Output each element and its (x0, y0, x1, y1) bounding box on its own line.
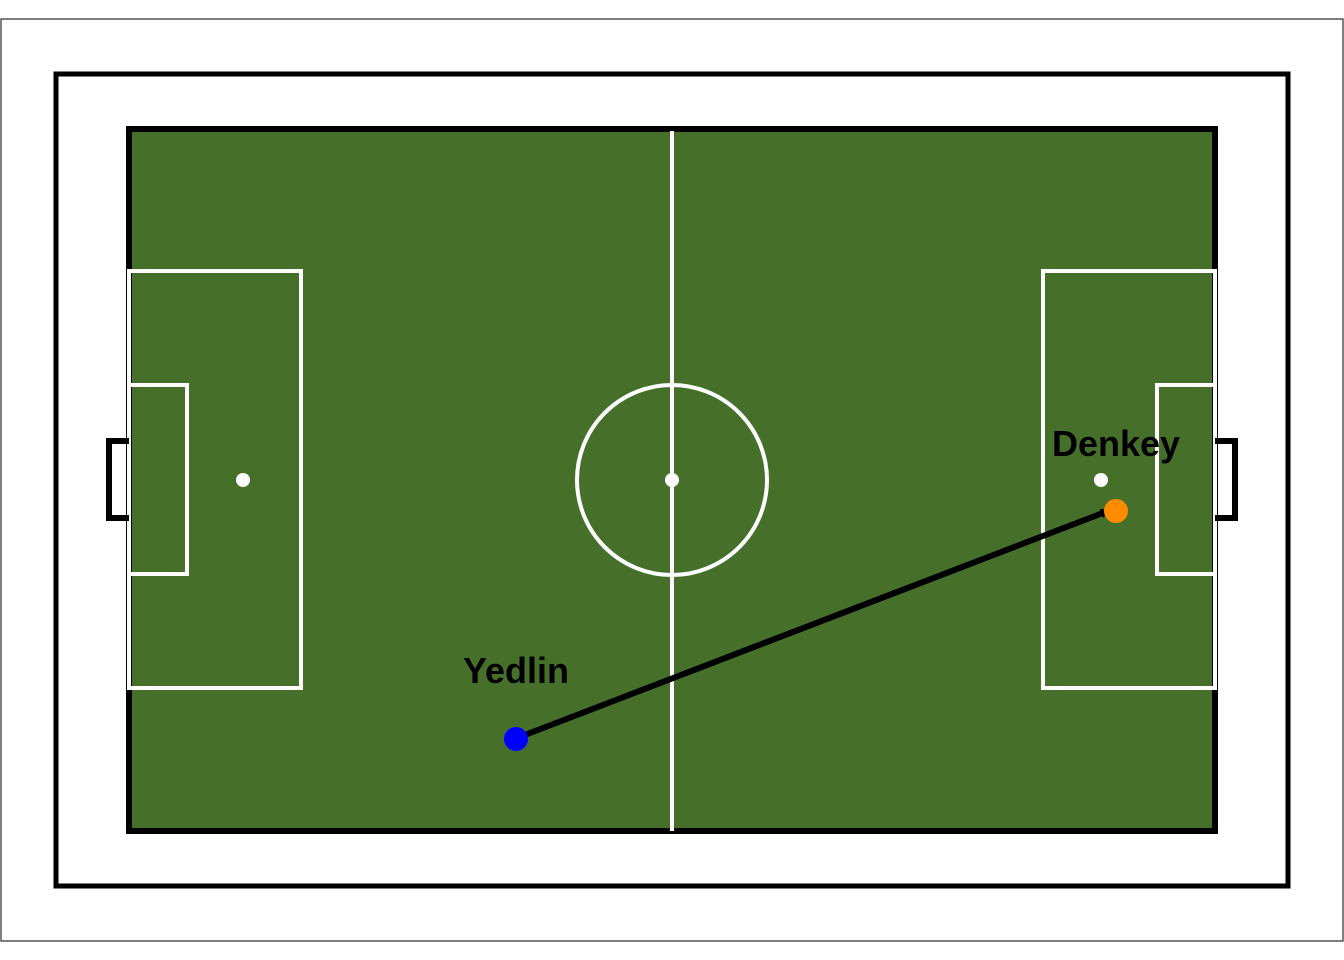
right-penalty-spot (1094, 473, 1108, 487)
receiver-name-label: Denkey (1052, 423, 1180, 464)
left-penalty-spot (236, 473, 250, 487)
left-goal (106, 438, 129, 521)
center-circle (575, 383, 769, 577)
pass-arrow (515, 508, 1111, 741)
right-goal-area (1155, 383, 1217, 576)
passer-marker (504, 727, 528, 751)
passer-name-label: Yedlin (463, 650, 569, 691)
center-spot (665, 473, 679, 487)
receiver-marker (1104, 499, 1128, 523)
right-goal (1215, 438, 1238, 521)
left-goal-area (127, 383, 189, 576)
